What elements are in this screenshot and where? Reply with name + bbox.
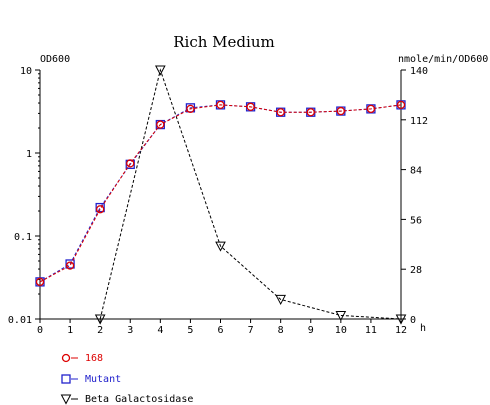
data-point-2 (155, 65, 166, 76)
legend-label-2: Beta Galactosidase (85, 394, 193, 405)
data-point-0 (216, 100, 225, 110)
y-left-tick-label: 1 (26, 149, 32, 160)
series-line-0 (39, 104, 402, 283)
y-right-ticks: 140 112 84 56 28 0 (401, 66, 428, 326)
legend-label-0: 168 (85, 353, 103, 364)
x-tick-label: 7 (248, 325, 254, 336)
x-tick-label: 11 (365, 325, 377, 336)
x-tick-label: 3 (127, 325, 133, 336)
x-tick-label: 6 (217, 325, 223, 336)
data-point-2 (335, 310, 347, 322)
x-tick-label: 4 (157, 325, 163, 336)
y-right-tick-label: 56 (410, 215, 422, 226)
x-tick-label: 10 (335, 325, 347, 336)
data-point-0 (96, 205, 105, 214)
x-axis-label: h (420, 323, 426, 334)
data-point-0 (306, 108, 315, 117)
legend-label-1: Mutant (85, 374, 121, 385)
data-point-1 (95, 202, 105, 213)
y-right-tick-label: 84 (410, 166, 422, 177)
series-layer (35, 65, 407, 325)
data-point-0 (276, 108, 285, 117)
data-point-0 (156, 120, 165, 129)
x-tick-label: 0 (37, 325, 43, 336)
data-point-0 (126, 159, 135, 168)
x-tick-label: 9 (308, 325, 314, 336)
data-point-2 (215, 241, 226, 252)
legend-marker-1 (61, 374, 71, 384)
y-right-tick-label: 28 (410, 265, 422, 276)
x-tick-label: 8 (278, 325, 284, 336)
data-point-0 (65, 261, 75, 270)
y-left-ticks: 10 1 0.1 0.01 (8, 66, 40, 326)
legend-marker-2 (60, 394, 72, 405)
data-point-2 (395, 314, 407, 325)
data-point-0 (186, 104, 195, 114)
y-left-tick-label: 10 (20, 66, 32, 77)
series-line-1 (39, 104, 402, 283)
legend: 168 Mutant Beta Galactosidase (60, 353, 193, 405)
data-point-2 (94, 314, 106, 325)
y-left-tick-label: 0.01 (8, 315, 32, 326)
data-point-1 (65, 259, 75, 269)
right-axis-label: nmole/min/OD600 (398, 54, 488, 65)
x-tick-label: 1 (67, 325, 73, 336)
chart-title: Rich Medium (173, 33, 274, 51)
data-point-0 (396, 100, 406, 110)
y-right-tick-label: 112 (410, 116, 428, 127)
y-left-tick-label: 0.1 (14, 232, 32, 243)
series-line-2 (99, 68, 402, 320)
y-right-tick-label: 0 (410, 315, 416, 326)
data-point-0 (246, 102, 255, 111)
x-ticks: 0 1 2 3 4 5 6 7 8 9 10 11 12 (37, 319, 407, 336)
x-tick-label: 2 (97, 325, 103, 336)
x-tick-label: 5 (187, 325, 193, 336)
legend-marker-0 (61, 353, 71, 363)
data-point-0 (336, 106, 345, 116)
data-point-2 (275, 294, 286, 306)
y-right-tick-label: 140 (410, 66, 428, 77)
data-point-0 (35, 277, 45, 287)
left-axis-label: OD600 (40, 54, 70, 65)
x-tick-label: 12 (395, 325, 407, 336)
data-point-0 (366, 104, 376, 114)
